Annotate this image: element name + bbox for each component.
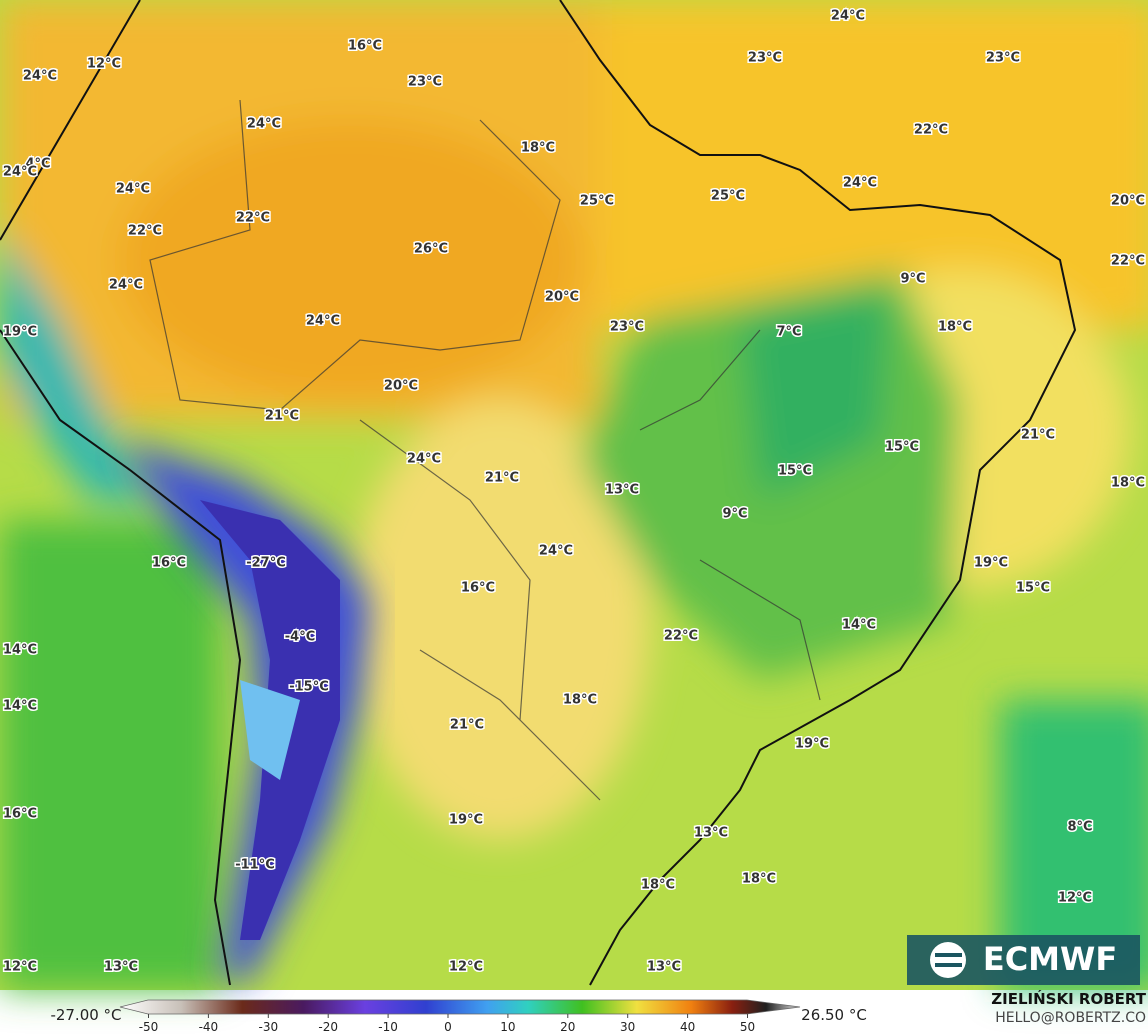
temperature-label: 15°C [885, 440, 919, 455]
temperature-label: 22°C [664, 629, 698, 644]
temperature-label: 19°C [795, 737, 829, 752]
temperature-label: 25°C [711, 189, 745, 204]
temperature-label: 25°C [580, 194, 614, 209]
colorbar-tick-label: 0 [444, 1020, 452, 1034]
temperature-label: 16°C [152, 556, 186, 571]
temperature-label: 18°C [742, 872, 776, 887]
temperature-label: 13°C [647, 960, 681, 975]
temperature-label: -4°C [285, 630, 315, 645]
temperature-label: 19°C [974, 556, 1008, 571]
temperature-label: 16°C [461, 581, 495, 596]
temperature-label: 24°C [831, 9, 865, 24]
colorbar-tick-label: 30 [620, 1020, 635, 1034]
temperature-label: 24°C [539, 544, 573, 559]
credit-email: HELLO@ROBERTZ.CO [995, 1010, 1146, 1026]
temperature-label: 18°C [521, 141, 555, 156]
colorbar-tick-label: -40 [199, 1020, 219, 1034]
temperature-label: 12°C [1058, 891, 1092, 906]
temperature-label: 7°C [776, 325, 801, 340]
credit-author: ZIELIŃSKI ROBERT [991, 989, 1146, 1008]
logo-text: ECMWF [983, 940, 1117, 978]
temperature-label: 18°C [563, 693, 597, 708]
colorbar-tick-label: -20 [318, 1020, 338, 1034]
temperature-label: 20°C [545, 290, 579, 305]
temperature-label: 4°C [25, 157, 50, 172]
temperature-label: 24°C [306, 314, 340, 329]
temperature-label: 26°C [414, 242, 448, 257]
temperature-label: 18°C [641, 878, 675, 893]
temperature-label: 15°C [778, 464, 812, 479]
temperature-label: 18°C [938, 320, 972, 335]
temperature-label: 13°C [104, 960, 138, 975]
temperature-label: 14°C [3, 643, 37, 658]
temperature-label: 23°C [610, 320, 644, 335]
temperature-label: 16°C [348, 39, 382, 54]
temperature-label: 23°C [748, 51, 782, 66]
temperature-label: -15°C [289, 680, 329, 695]
temperature-label: 9°C [722, 507, 747, 522]
temperature-label: 23°C [408, 75, 442, 90]
temperature-label: 16°C [3, 807, 37, 822]
temperature-label: 13°C [694, 826, 728, 841]
temperature-label: 23°C [986, 51, 1020, 66]
colorbar-max: 26.50 °C [801, 1006, 867, 1024]
temperature-label: 19°C [3, 325, 37, 340]
temperature-label: -27°C [246, 556, 286, 571]
temperature-label: 24°C [23, 69, 57, 84]
temperature-label: 22°C [914, 123, 948, 138]
colorbar-min: -27.00 °C [50, 1006, 121, 1024]
temperature-label: 14°C [3, 699, 37, 714]
temperature-label: 24°C [116, 182, 150, 197]
temperature-label: 22°C [1111, 254, 1145, 269]
temperature-label: 13°C [605, 483, 639, 498]
temperature-label: 18°C [1111, 476, 1145, 491]
map: 24°C 16°C 12°C 23°C 23°C 23°C 24°C 24°C 22°C 18°C… [0, 0, 1148, 990]
temperature-label: 12°C [87, 57, 121, 72]
colorbar-tick-label: -10 [378, 1020, 398, 1034]
temperature-label: 21°C [1021, 428, 1055, 443]
temperature-label: 24°C [3, 165, 37, 180]
temperature-label: 22°C [236, 211, 270, 226]
colorbar-tick-label: 10 [500, 1020, 515, 1034]
temperature-label: 19°C [449, 813, 483, 828]
colorbar-tick-label: 40 [680, 1020, 695, 1034]
colorbar-tick-label: 20 [560, 1020, 575, 1034]
temperature-label: 20°C [384, 379, 418, 394]
temperature-label: 15°C [1016, 581, 1050, 596]
temperature-label: 24°C [407, 452, 441, 467]
temperature-label: 24°C [247, 117, 281, 132]
colorbar-tick-label: -50 [139, 1020, 159, 1034]
temperature-label: 21°C [265, 409, 299, 424]
temperature-label: -11°C [235, 858, 275, 873]
temperature-label: 24°C [843, 176, 877, 191]
temperature-label: 20°C [1111, 194, 1145, 209]
temperature-label: 9°C [900, 272, 925, 287]
colorbar-tick-label: -30 [258, 1020, 278, 1034]
temperature-label: 14°C [842, 618, 876, 633]
colorbar: -27.00 °C 26.50 °C -50 -40 -30 -20 -10 0 10 20 3… [50, 999, 867, 1034]
temperature-label: 21°C [485, 471, 519, 486]
temperature-labels: 24°C 16°C 12°C 23°C 23°C 23°C 24°C 24°C 22°C 18°C… [1, 7, 1146, 976]
temperature-label: 8°C [1067, 820, 1092, 835]
logo-box: ECMWF [907, 935, 1140, 985]
temperature-label: 21°C [450, 718, 484, 733]
temperature-label: 22°C [128, 224, 162, 239]
colorbar-tick-label: 50 [740, 1020, 755, 1034]
temperature-label: 24°C [109, 278, 143, 293]
temperature-label: 12°C [449, 960, 483, 975]
temperature-label: 12°C [3, 960, 37, 975]
